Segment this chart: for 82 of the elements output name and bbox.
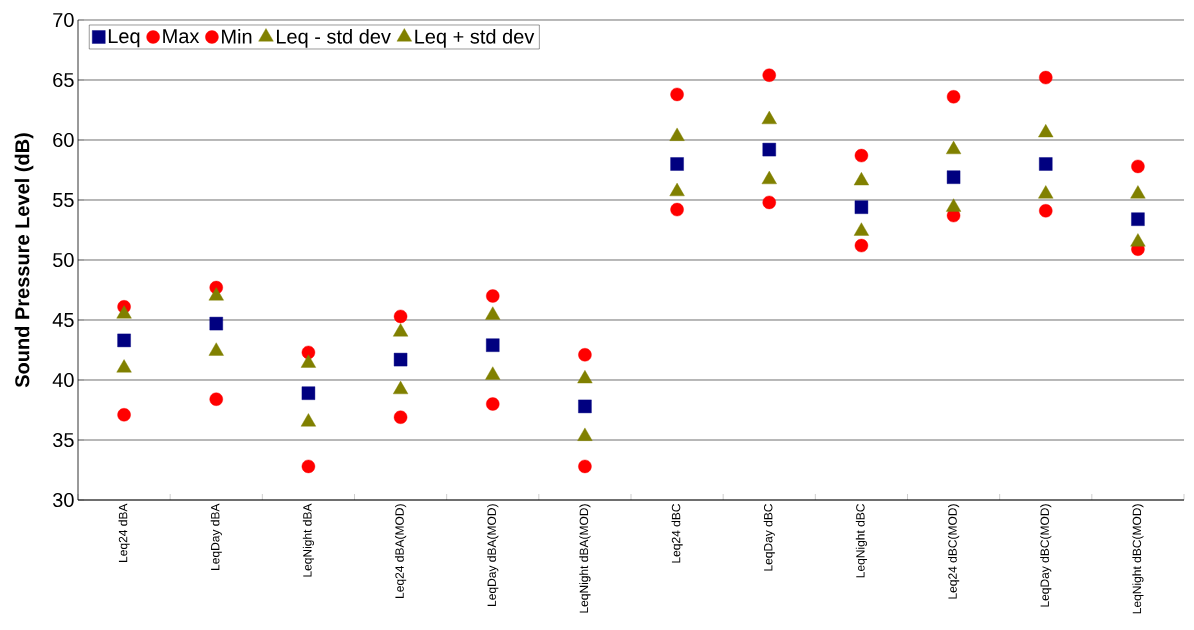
point — [393, 352, 408, 367]
x-tick-label: LeqDay dBC(MOD) — [1040, 504, 1052, 607]
point — [300, 354, 316, 368]
y-tick-label: 45 — [52, 313, 74, 327]
point — [117, 333, 131, 348]
point — [762, 142, 776, 157]
x-tick-label: LeqNight dBA — [302, 503, 315, 577]
point — [393, 410, 408, 424]
x-tick-label: LeqDay dBA(MOD) — [487, 504, 499, 606]
point — [946, 198, 962, 212]
point — [946, 170, 961, 184]
point — [761, 170, 777, 185]
point — [670, 202, 684, 217]
point — [761, 110, 777, 125]
point — [1038, 124, 1054, 138]
point — [854, 200, 869, 214]
point — [1130, 233, 1146, 247]
legend-label: Leq - std dev — [277, 29, 391, 48]
point — [670, 157, 684, 171]
point — [301, 459, 316, 474]
point — [762, 68, 776, 82]
x-tick-label: LeqNight dBC — [855, 504, 868, 578]
point — [946, 90, 961, 104]
y-tick-label: 35 — [52, 432, 74, 448]
point — [1130, 185, 1146, 199]
point — [486, 338, 500, 352]
point — [854, 148, 869, 163]
point — [854, 238, 869, 253]
point — [1131, 159, 1145, 174]
point — [486, 397, 500, 411]
point — [946, 140, 962, 155]
point — [301, 386, 316, 400]
point — [1131, 212, 1145, 226]
point — [485, 366, 501, 380]
point — [300, 413, 316, 427]
point — [669, 127, 685, 141]
x-tick-label: Leq24 dBA — [118, 503, 130, 562]
point — [393, 380, 409, 395]
point — [577, 427, 593, 441]
point — [486, 289, 500, 303]
x-tick-label: Leq24 dBC(MOD) — [948, 504, 960, 599]
point — [485, 306, 501, 320]
y-tick-label: 50 — [53, 252, 74, 268]
legend-label: Leq + std dev — [415, 29, 535, 48]
point — [669, 182, 685, 197]
y-tick-label: 55 — [53, 193, 74, 207]
x-tick-label: Leq24 dBC — [671, 504, 683, 563]
legend-label: Min — [222, 29, 252, 44]
y-tick-label: 65 — [53, 72, 74, 88]
point — [393, 309, 408, 324]
point — [853, 172, 869, 186]
point — [578, 459, 592, 474]
y-tick-label: 60 — [53, 132, 74, 148]
point — [208, 287, 224, 301]
point — [1039, 157, 1053, 171]
point — [117, 408, 131, 422]
x-tick-label: LeqDay dBA — [210, 503, 222, 570]
point — [1038, 185, 1054, 199]
y-axis-title: Sound Pressure Level (dB) — [14, 133, 34, 388]
x-tick-label: Leq24 dBA(MOD) — [395, 504, 407, 598]
point — [1039, 70, 1053, 85]
x-tick-label: LeqNight dBC(MOD) — [1132, 504, 1144, 614]
point — [578, 399, 592, 414]
x-tick-label: LeqDay dBC — [763, 504, 775, 571]
point — [116, 305, 132, 319]
y-tick-label: 70 — [53, 12, 74, 28]
point — [577, 370, 593, 384]
point — [670, 87, 684, 102]
point — [1039, 204, 1053, 218]
legend-label: Max — [163, 29, 200, 44]
point — [393, 323, 409, 337]
point — [209, 392, 223, 406]
point — [209, 316, 223, 331]
point — [208, 342, 224, 356]
point — [116, 359, 132, 373]
point — [578, 348, 592, 362]
y-tick-label: 40 — [52, 372, 74, 388]
x-tick-label: LeqNight dBA(MOD) — [579, 504, 591, 613]
point — [853, 222, 869, 236]
y-tick-label: 30 — [52, 492, 74, 508]
legend-label: Leq — [108, 29, 140, 48]
point — [762, 195, 776, 210]
